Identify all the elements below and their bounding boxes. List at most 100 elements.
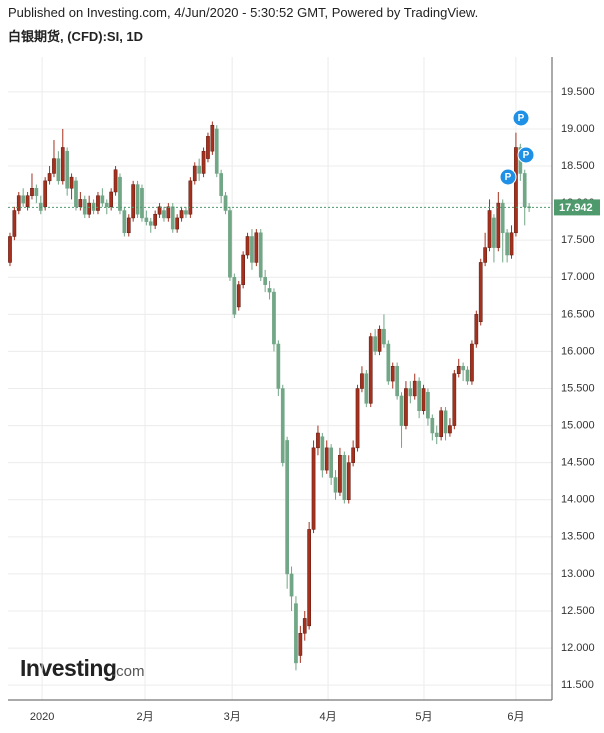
candle-body — [166, 206, 171, 219]
candle-body — [509, 232, 514, 256]
last-price-label: 17.942 — [559, 202, 593, 214]
candle-body — [377, 328, 382, 352]
candle-body — [91, 202, 96, 211]
candle-body — [34, 188, 39, 196]
candle-body — [390, 366, 395, 382]
candle-body — [223, 195, 228, 211]
candle-body — [474, 314, 479, 345]
candle-body — [298, 633, 303, 656]
candle-body — [465, 369, 470, 382]
chart-title: 白银期货, (CFD):SI, 1D — [8, 29, 143, 44]
candle-body — [43, 180, 48, 208]
candle-body — [162, 210, 166, 219]
y-tick-label: 17.500 — [561, 234, 595, 246]
candle-body — [126, 217, 131, 234]
candle-body — [184, 210, 188, 215]
candle-body — [170, 206, 175, 230]
candle-body — [368, 336, 373, 404]
candle-body — [324, 447, 329, 471]
candle-body — [280, 388, 285, 463]
candle-body — [478, 262, 483, 323]
candle-body — [74, 180, 78, 208]
candle-body — [522, 173, 527, 208]
candle-body — [192, 165, 197, 182]
x-tick-label: 4月 — [320, 711, 337, 723]
y-tick-label: 15.000 — [561, 420, 595, 432]
candle-body — [56, 158, 61, 182]
candle-body — [100, 195, 105, 204]
x-tick-label: 3月 — [224, 711, 241, 723]
candle-body — [382, 328, 386, 345]
signal-marker-label: P — [518, 113, 525, 124]
candle-body — [21, 195, 26, 204]
candle-body — [104, 202, 109, 208]
candle-body — [65, 150, 70, 189]
candle-body — [500, 202, 505, 234]
signal-marker-label: P — [505, 172, 512, 183]
candle-body — [96, 195, 100, 211]
y-tick-label: 15.500 — [561, 382, 595, 394]
candle-body — [232, 277, 237, 315]
candle-body — [140, 188, 144, 219]
candle-body — [492, 217, 496, 248]
candle-body — [148, 221, 153, 226]
candle-body — [118, 176, 122, 211]
candle-body — [219, 173, 224, 196]
candle-body — [8, 236, 12, 263]
candle-body — [333, 477, 338, 493]
candle-body — [294, 603, 298, 664]
candle-body — [355, 388, 360, 449]
candle-body — [109, 191, 114, 208]
candle-body — [12, 210, 17, 237]
candle-body — [395, 366, 399, 397]
candle-body — [122, 210, 127, 234]
candle-body — [461, 366, 465, 371]
candle-body — [408, 388, 413, 397]
candle-body — [496, 202, 501, 248]
candle-body — [258, 232, 263, 278]
y-tick-label: 16.500 — [561, 308, 595, 320]
y-tick-label: 12.000 — [561, 642, 595, 654]
candle-body — [386, 343, 391, 382]
candle-body — [342, 455, 347, 501]
candle-body — [399, 395, 404, 426]
candle-body — [254, 232, 259, 263]
candle-body — [329, 447, 333, 478]
last-price-box — [554, 199, 600, 216]
candle-body — [505, 232, 509, 256]
candle-body — [206, 136, 210, 159]
candle-body — [263, 277, 268, 285]
candle-body — [316, 432, 320, 449]
candle-body — [30, 188, 34, 196]
candle-body — [153, 213, 158, 226]
candle-body — [311, 447, 316, 530]
candle-body — [272, 291, 276, 345]
candle-body — [285, 440, 289, 575]
grid — [8, 57, 552, 700]
candle-body — [439, 410, 443, 437]
candle-body — [470, 343, 474, 382]
candle-body — [443, 410, 448, 434]
candle-body — [351, 447, 355, 463]
y-tick-label: 13.000 — [561, 568, 595, 580]
candle-body — [456, 366, 461, 374]
candle-body — [267, 288, 272, 293]
candle-body — [47, 173, 52, 182]
y-tick-label: 11.500 — [561, 679, 594, 691]
candle-body — [175, 217, 180, 230]
candle-body — [307, 529, 311, 627]
candle-body — [69, 176, 74, 189]
candle-body — [16, 195, 21, 211]
candle-body — [236, 284, 241, 308]
signal-marker — [512, 109, 530, 127]
signal-marker — [499, 168, 517, 186]
candle-body — [514, 147, 518, 234]
candle-body — [210, 124, 215, 152]
y-tick-label: 13.500 — [561, 531, 595, 543]
candle-body — [346, 462, 351, 501]
candle-body — [417, 380, 421, 412]
signal-marker-label: P — [523, 150, 530, 161]
candle-body — [113, 169, 118, 193]
candle-body — [135, 184, 140, 215]
candles — [8, 121, 531, 671]
